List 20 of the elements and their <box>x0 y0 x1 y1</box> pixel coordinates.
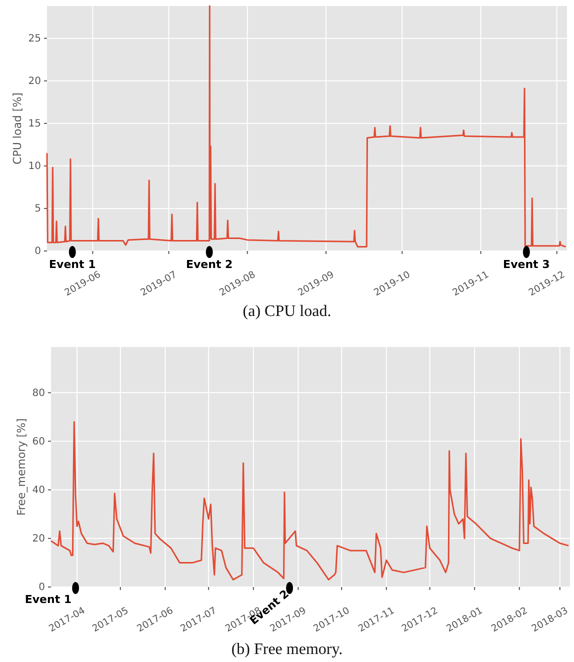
line-series <box>50 421 570 580</box>
y-tick-label: 15 <box>28 118 41 130</box>
annotation: Event 2 <box>186 258 233 271</box>
annotation: Event 3 <box>503 258 550 271</box>
y-tick-label: 40 <box>32 485 45 496</box>
y-axis-title: CPU load [%] <box>11 92 24 164</box>
y-tick-label: 80 <box>32 388 45 399</box>
text: (b) Free memory. <box>231 641 343 658</box>
y-axis-title: Free_memory [%] <box>15 418 28 516</box>
y-tick-label: 0 <box>34 246 41 258</box>
text: (a) CPU load. <box>242 303 332 320</box>
y-tick-label: 20 <box>32 534 45 545</box>
y-tick-label: 5 <box>34 204 41 215</box>
y-tick-label: 0 <box>38 582 45 594</box>
y-tick-label: 60 <box>32 436 45 448</box>
annotation: Event 1 <box>24 593 72 606</box>
y-tick-label: 10 <box>28 161 41 172</box>
annotation: Event 1 <box>49 258 96 271</box>
y-tick-label: 25 <box>28 34 41 45</box>
y-tick-label: 20 <box>28 76 41 88</box>
